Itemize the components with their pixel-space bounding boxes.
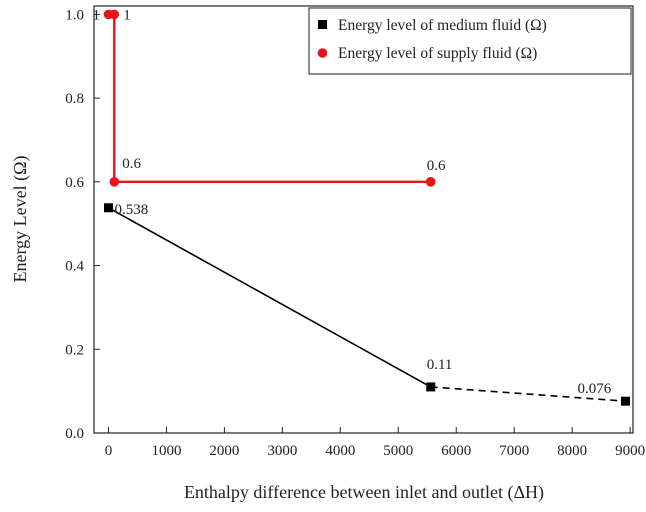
legend-box bbox=[308, 7, 632, 75]
y-axis-title: Energy Level (Ω) bbox=[10, 156, 31, 283]
legend-label-medium-fluid: Energy level of medium fluid (Ω) bbox=[338, 17, 547, 34]
series-markers bbox=[103, 9, 630, 406]
legend-marker-medium-fluid-icon bbox=[318, 20, 327, 29]
series-lines bbox=[108, 13, 626, 402]
x-tick-label: 0 bbox=[105, 443, 113, 459]
supply-fluid-data-label: 0.6 bbox=[427, 158, 446, 174]
y-tick-label: 0.0 bbox=[65, 426, 84, 442]
supply-fluid-point bbox=[425, 177, 436, 187]
medium-fluid-point bbox=[103, 203, 113, 213]
y-tick-label: 0.6 bbox=[65, 175, 84, 191]
supply-fluid-point bbox=[109, 9, 120, 20]
medium-fluid-line-segment bbox=[430, 386, 626, 402]
supply-fluid-data-label: 1 bbox=[92, 7, 100, 23]
y-tick-label: 0.2 bbox=[65, 342, 84, 358]
plot-frame bbox=[93, 5, 634, 434]
supply-fluid-data-label: 0.6 bbox=[122, 156, 141, 172]
medium-fluid-data-label: 0.076 bbox=[577, 381, 611, 397]
legend-marker-supply-fluid-icon bbox=[317, 48, 328, 58]
y-tick-label: 0.4 bbox=[65, 259, 84, 275]
y-tick-label: 1.0 bbox=[65, 7, 84, 23]
x-tick-label: 7000 bbox=[499, 443, 529, 459]
supply-fluid-data-label: 1 bbox=[123, 7, 131, 23]
x-tick-label: 8000 bbox=[557, 443, 587, 459]
x-axis-title: Enthalpy difference between inlet and ou… bbox=[184, 482, 544, 503]
medium-fluid-data-label: 0.538 bbox=[114, 202, 148, 218]
supply-fluid-point bbox=[109, 177, 120, 187]
x-tick-label: 6000 bbox=[441, 443, 471, 459]
axis-ticks: 0 1000 2000 3000 4000 5000 6000 7000 8000 9000 0.0… bbox=[65, 7, 645, 459]
medium-fluid-line-segment bbox=[108, 207, 432, 388]
x-tick-label: 1000 bbox=[151, 443, 181, 459]
x-tick-label: 2000 bbox=[209, 443, 239, 459]
medium-fluid-data-label: 0.11 bbox=[427, 357, 453, 373]
medium-fluid-point bbox=[426, 382, 436, 392]
x-tick-label: 4000 bbox=[325, 443, 355, 459]
x-tick-label: 9000 bbox=[615, 443, 645, 459]
x-tick-label: 3000 bbox=[267, 443, 297, 459]
legend: Energy level of medium fluid (Ω) Energy … bbox=[308, 7, 632, 75]
data-labels: 0.538 0.11 0.076 1 1 0.6 0.6 bbox=[92, 7, 611, 397]
legend-label-supply-fluid: Energy level of supply fluid (Ω) bbox=[338, 45, 537, 62]
x-tick-label: 5000 bbox=[383, 443, 413, 459]
medium-fluid-point bbox=[620, 396, 630, 406]
y-tick-label: 0.8 bbox=[65, 91, 84, 107]
